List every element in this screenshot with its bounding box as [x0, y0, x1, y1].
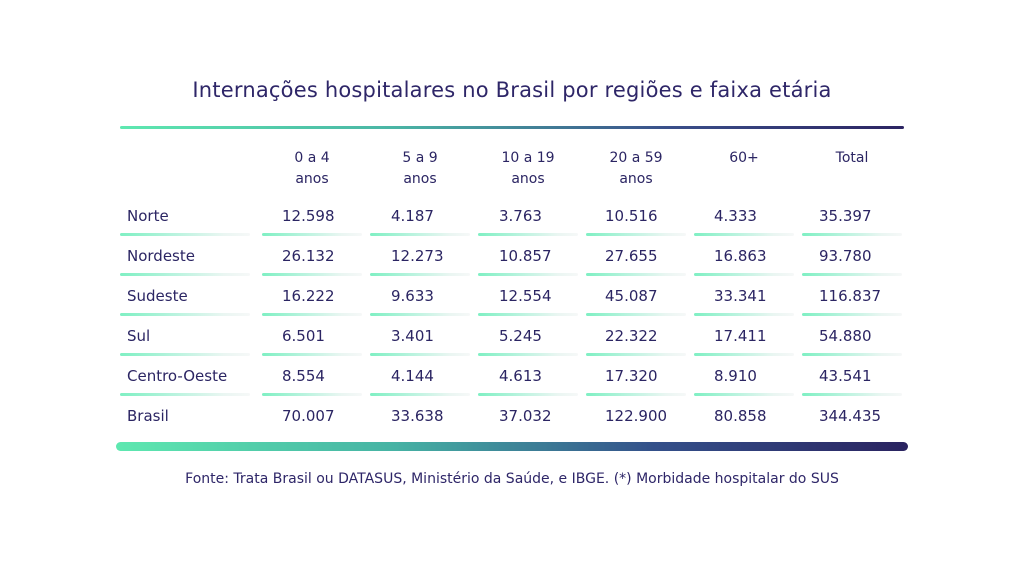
table-cell: 93.780: [819, 247, 872, 265]
column-header-line1: Total: [835, 150, 869, 166]
column-header-5-9: 5 a 9 anos: [380, 148, 460, 190]
row-divider: [802, 273, 902, 276]
table-cell: 22.322: [605, 327, 658, 345]
row-label: Nordeste: [127, 247, 195, 265]
row-label: Centro-Oeste: [127, 367, 228, 385]
column-header-line2: anos: [511, 171, 545, 187]
row-divider: [478, 313, 578, 316]
row-divider: [262, 393, 362, 396]
row-divider: [262, 353, 362, 356]
table-cell: 9.633: [391, 287, 434, 305]
table-cell: 33.638: [391, 407, 444, 425]
row-divider: [370, 313, 470, 316]
table-cell: 4.187: [391, 207, 434, 225]
table-cell: 4.333: [714, 207, 757, 225]
table-cell: 8.554: [282, 367, 325, 385]
row-divider: [120, 313, 250, 316]
table-cell: 16.863: [714, 247, 767, 265]
table-cell: 10.857: [499, 247, 552, 265]
column-header-10-19: 10 a 19 anos: [488, 148, 568, 190]
row-divider: [262, 313, 362, 316]
table-cell: 4.144: [391, 367, 434, 385]
table-cell: 33.341: [714, 287, 767, 305]
row-divider: [694, 273, 794, 276]
table-footer-bar: [116, 442, 908, 451]
table-cell: 122.900: [605, 407, 668, 425]
column-header-60-plus: 60+: [704, 148, 784, 169]
table-title: Internações hospitalares no Brasil por r…: [192, 78, 832, 102]
row-divider: [802, 353, 902, 356]
row-divider: [120, 233, 250, 236]
table-cell: 17.411: [714, 327, 767, 345]
table-cell: 3.401: [391, 327, 434, 345]
column-header-line1: 20 a 59: [609, 150, 663, 166]
table-cell: 43.541: [819, 367, 872, 385]
table-cell: 37.032: [499, 407, 552, 425]
column-header-line1: 0 a 4: [294, 150, 330, 166]
row-divider: [694, 393, 794, 396]
table-cell: 80.858: [714, 407, 767, 425]
row-label: Sul: [127, 327, 151, 345]
column-header-line2: anos: [619, 171, 653, 187]
row-divider: [478, 393, 578, 396]
table-cell: 12.598: [282, 207, 335, 225]
row-divider: [802, 313, 902, 316]
row-divider: [370, 393, 470, 396]
column-header-total: Total: [812, 148, 892, 169]
title-divider: [120, 126, 904, 129]
column-header-line1: 60+: [729, 150, 759, 166]
row-divider: [120, 393, 250, 396]
table-cell: 116.837: [819, 287, 882, 305]
column-header-line2: anos: [403, 171, 437, 187]
table-cell: 344.435: [819, 407, 882, 425]
row-label: Norte: [127, 207, 169, 225]
table-cell: 5.245: [499, 327, 542, 345]
table-cell: 4.613: [499, 367, 542, 385]
table-cell: 70.007: [282, 407, 335, 425]
row-divider: [586, 313, 686, 316]
row-divider: [120, 273, 250, 276]
table-cell: 12.273: [391, 247, 444, 265]
column-header-0-4: 0 a 4 anos: [272, 148, 352, 190]
row-label: Brasil: [127, 407, 169, 425]
row-divider: [370, 273, 470, 276]
row-divider: [262, 273, 362, 276]
table-cell: 10.516: [605, 207, 658, 225]
row-divider: [586, 353, 686, 356]
table-cell: 17.320: [605, 367, 658, 385]
row-divider: [586, 233, 686, 236]
table-cell: 12.554: [499, 287, 552, 305]
column-header-20-59: 20 a 59 anos: [596, 148, 676, 190]
row-divider: [694, 353, 794, 356]
row-divider: [370, 353, 470, 356]
row-divider: [370, 233, 470, 236]
row-divider: [802, 393, 902, 396]
row-divider: [478, 353, 578, 356]
row-divider: [694, 233, 794, 236]
table-cell: 27.655: [605, 247, 658, 265]
row-divider: [694, 313, 794, 316]
table-cell: 54.880: [819, 327, 872, 345]
row-label: Sudeste: [127, 287, 188, 305]
row-divider: [120, 353, 250, 356]
table-cell: 6.501: [282, 327, 325, 345]
table-cell: 35.397: [819, 207, 872, 225]
table-cell: 16.222: [282, 287, 335, 305]
row-divider: [262, 233, 362, 236]
row-divider: [586, 393, 686, 396]
row-divider: [802, 233, 902, 236]
table-cell: 45.087: [605, 287, 658, 305]
source-note: Fonte: Trata Brasil ou DATASUS, Ministér…: [185, 471, 839, 487]
column-header-line2: anos: [295, 171, 329, 187]
column-header-line1: 5 a 9: [402, 150, 438, 166]
table-cell: 3.763: [499, 207, 542, 225]
row-divider: [478, 233, 578, 236]
column-header-line1: 10 a 19: [501, 150, 555, 166]
row-divider: [478, 273, 578, 276]
table-cell: 8.910: [714, 367, 757, 385]
row-divider: [586, 273, 686, 276]
table-cell: 26.132: [282, 247, 335, 265]
